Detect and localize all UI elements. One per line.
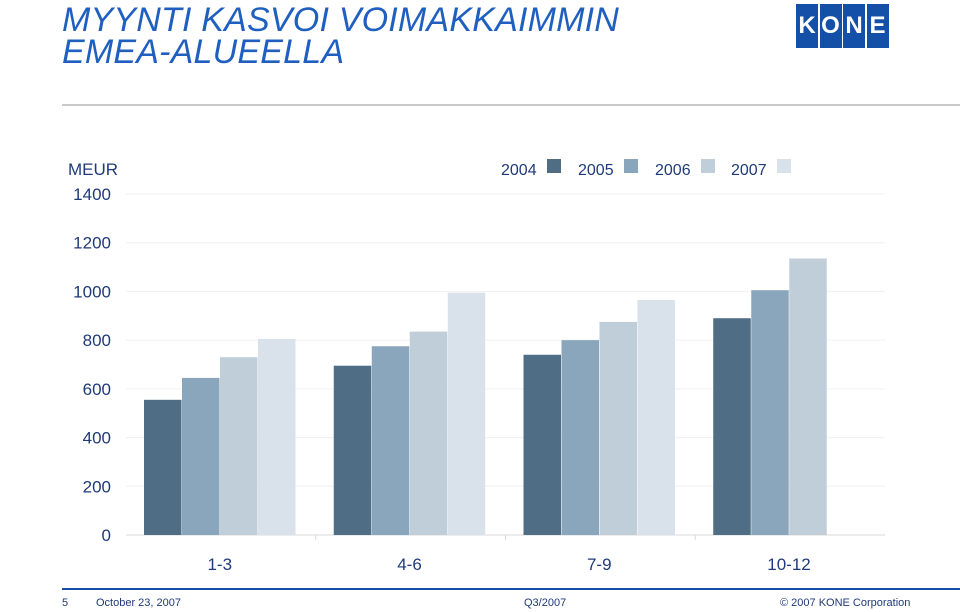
logo-letter: K [796,4,818,48]
logo-letter: E [866,4,889,48]
bar-2006-10-12 [789,258,827,535]
y-tick-label: 0 [102,526,111,545]
bar-2007-7-9 [637,299,675,535]
bar-2004-7-9 [523,354,561,535]
bar-2005-1-3 [182,377,220,535]
bar-2006-4-6 [409,331,448,535]
bar-2007-4-6 [447,292,486,535]
y-tick-label: 400 [83,429,111,448]
x-tick-label: 4-6 [397,555,422,574]
bar-2005-10-12 [751,290,789,535]
bar-2004-10-12 [713,318,751,535]
legend-label-2007: 2007 [731,162,767,179]
x-tick-label: 1-3 [207,555,232,574]
footer-date: October 23, 2007 [96,597,182,609]
page-title: MYYNTI KASVOI VOIMAKKAIMMIN EMEA-ALUEELL… [62,1,620,71]
y-axis-label: MEUR [68,160,118,179]
legend-label-2006: 2006 [655,162,691,179]
x-tick-label: 10-12 [767,555,810,574]
kone-logo: K O N E [796,4,889,48]
bar-2007-1-3 [258,338,296,535]
bar-2005-4-6 [371,346,410,535]
bar-2004-4-6 [333,365,372,535]
bar-2006-1-3 [220,357,258,535]
footer-copyright: © 2007 KONE Corporation [780,597,911,609]
footer-period: Q3/2007 [524,597,567,609]
bar-2006-7-9 [599,321,637,535]
legend-swatch-2007 [777,159,791,173]
page-title-line-2: EMEA-ALUEELLA [62,33,345,71]
logo-letter: N [843,4,865,48]
legend-swatch-2004 [547,159,561,173]
y-tick-label: 1400 [73,185,111,204]
bar-2005-7-9 [561,340,599,535]
y-tick-label: 600 [83,380,111,399]
page-number: 5 [62,597,69,609]
legend-swatch-2005 [624,159,638,173]
y-tick-label: 800 [83,331,111,350]
logo-letter: O [819,4,842,48]
legend-swatch-2006 [701,159,715,173]
title-divider [62,104,960,106]
y-tick-label: 1200 [73,234,111,253]
y-tick-label: 1000 [73,282,111,301]
page-title-line-1: MYYNTI KASVOI VOIMAKKAIMMIN [62,1,620,39]
bar-2004-1-3 [144,399,182,535]
bar-chart: 0 200 400 600 800 1000 1200 1400 MEUR 1-3 4-6 7-9 10… [68,159,885,574]
footer-divider [62,588,960,590]
legend-label-2004: 2004 [501,162,537,179]
x-tick-label: 7-9 [587,555,612,574]
y-tick-label: 200 [83,477,111,496]
legend-label-2005: 2005 [578,162,614,179]
